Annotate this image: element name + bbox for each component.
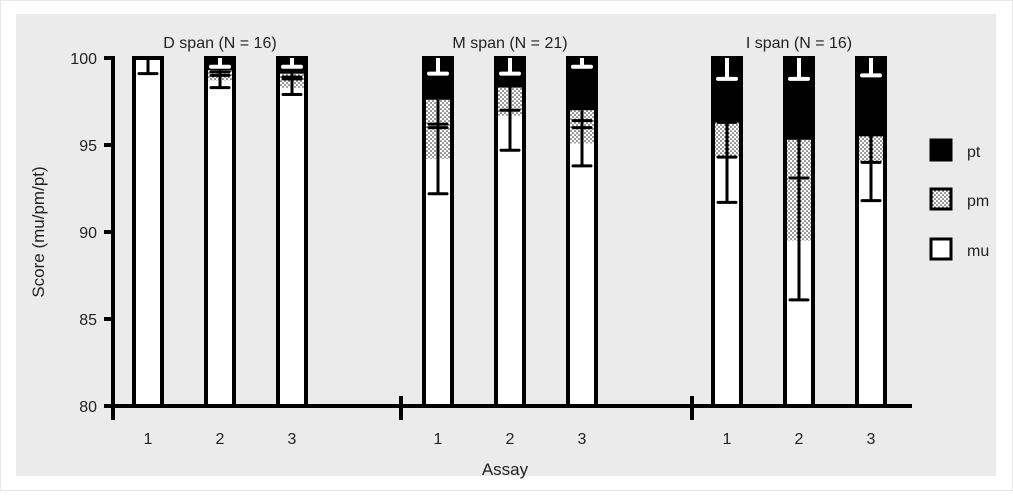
x-tick-label-g2-1: 1: [434, 431, 443, 448]
bar-segment-mu-g2-3: [568, 143, 596, 406]
x-tick-label-g2-2: 2: [506, 431, 515, 448]
legend-label-pm: pm: [967, 193, 989, 210]
bar-segment-mu-g1-1: [134, 58, 162, 406]
x-axis-title: Assay: [482, 460, 529, 479]
group-title-1: D span (N = 16): [163, 35, 276, 52]
legend-label-pt: pt: [967, 144, 981, 161]
y-tick-label-90: 90: [79, 225, 97, 242]
x-tick-label-g3-3: 3: [867, 431, 876, 448]
x-tick-label-g2-3: 3: [578, 431, 587, 448]
y-tick-label-100: 100: [70, 51, 97, 68]
legend-swatch-pm: [929, 187, 953, 211]
bar-segment-mu-g1-2: [206, 80, 234, 407]
x-tick-label-g3-1: 1: [723, 431, 732, 448]
bar-segment-mu-g3-3: [857, 162, 885, 406]
y-tick-label-85: 85: [79, 312, 97, 329]
bar-segment-mu-g1-3: [278, 87, 306, 406]
legend-swatch-mu: [929, 237, 953, 261]
y-axis-title: Score (mu/pm/pt): [29, 166, 48, 297]
bar-segment-mu-g2-1: [424, 158, 452, 406]
y-tick-label-95: 95: [79, 138, 97, 155]
group-title-2: M span (N = 21): [452, 35, 567, 52]
y-tick-label-80: 80: [79, 399, 97, 416]
x-tick-label-g1-2: 2: [216, 431, 225, 448]
legend-swatch-pt: [929, 138, 953, 162]
legend-label-mu: mu: [967, 243, 989, 260]
bar-segment-mu-g2-2: [496, 115, 524, 407]
group-title-3: I span (N = 16): [746, 35, 852, 52]
x-tick-label-g3-2: 2: [795, 431, 804, 448]
x-tick-label-g1-3: 3: [288, 431, 297, 448]
x-tick-label-g1-1: 1: [144, 431, 153, 448]
